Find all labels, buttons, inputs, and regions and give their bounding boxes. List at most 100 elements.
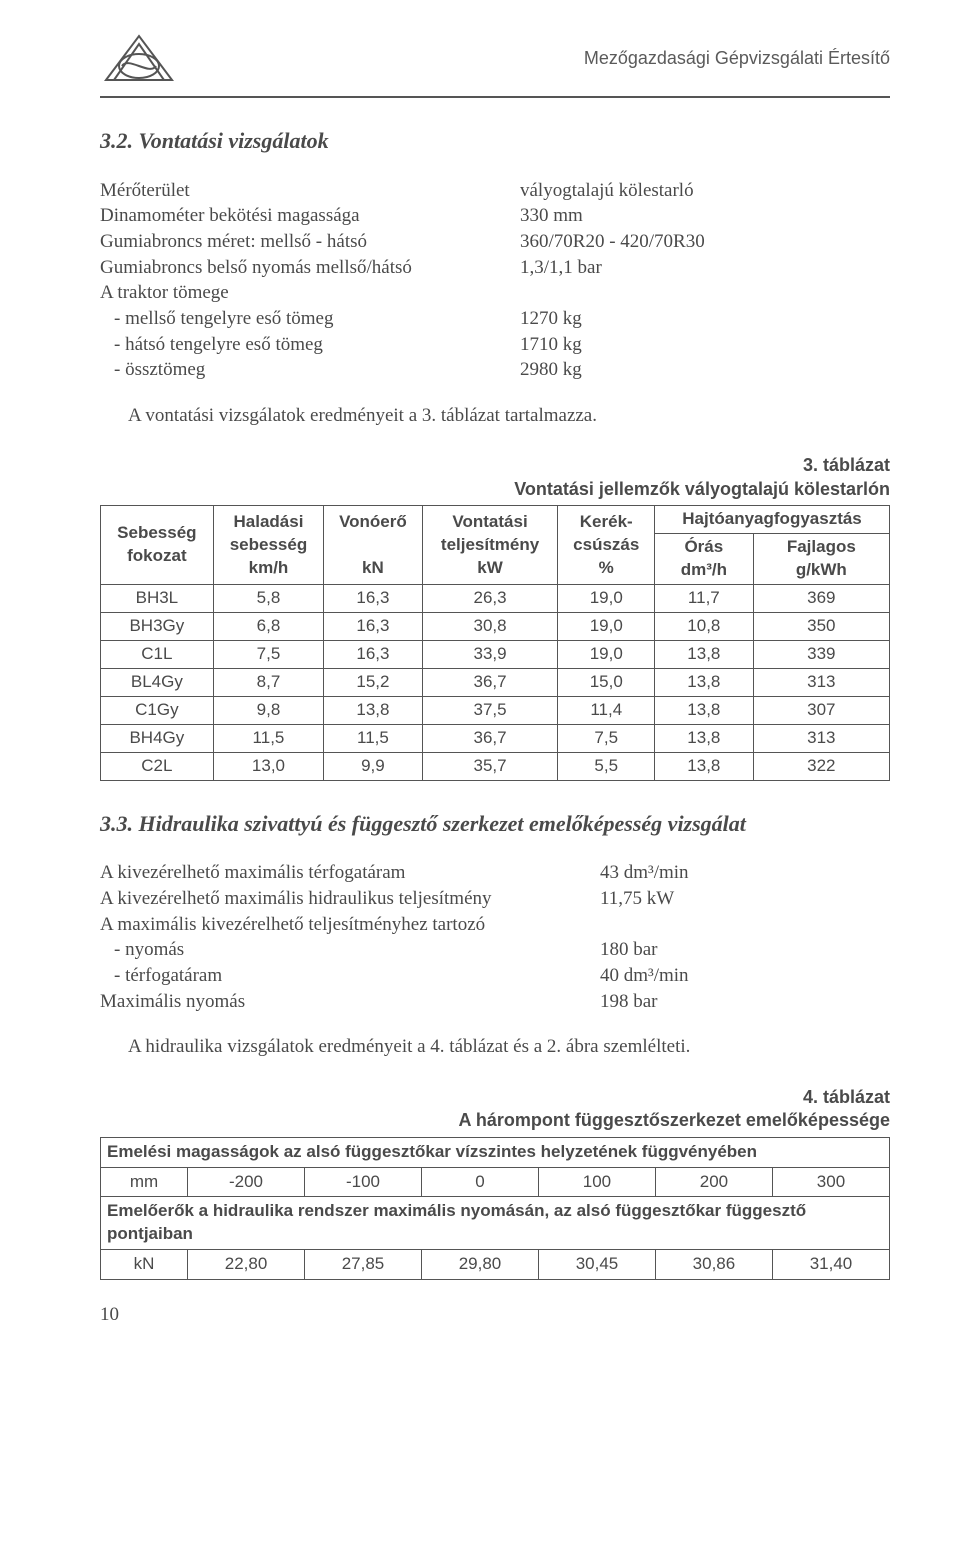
table-row: BH3Gy6,816,330,819,010,8350 [101, 612, 890, 640]
table-cell: 36,7 [422, 724, 558, 752]
table4-caption: 4. táblázat A hárompont függesztőszerkez… [100, 1086, 890, 1133]
kv-label: Gumiabroncs belső nyomás mellső/hátsó [100, 255, 520, 281]
table-cell: 13,8 [324, 696, 422, 724]
table-row: C1L7,516,333,919,013,8339 [101, 640, 890, 668]
table-cell: 11,4 [558, 696, 655, 724]
table-cell: 5,5 [558, 752, 655, 780]
kv-label: - nyomás [100, 937, 600, 963]
table-cell: 31,40 [772, 1250, 889, 1280]
table-cell: -200 [188, 1167, 305, 1197]
table-cell: 11,5 [324, 724, 422, 752]
table-cell: 16,3 [324, 612, 422, 640]
table-cell: C2L [101, 752, 214, 780]
table-cell: 19,0 [558, 585, 655, 613]
kv-row: A kivezérelhető maximális hidraulikus te… [100, 886, 890, 912]
table-cell: mm [101, 1167, 188, 1197]
table-row: BL4Gy8,715,236,715,013,8313 [101, 668, 890, 696]
kv-label: - térfogatáram [100, 963, 600, 989]
kv-label: Mérőterület [100, 178, 520, 204]
kv-value: vályogtalajú kölestarló [520, 178, 694, 204]
table-cell: 13,8 [655, 640, 754, 668]
kv-row: Maximális nyomás198 bar [100, 989, 890, 1015]
table-row: C2L13,09,935,75,513,8322 [101, 752, 890, 780]
table3-caption-title: Vontatási jellemzők vályogtalajú kölesta… [514, 479, 890, 499]
table-cell: BH3L [101, 585, 214, 613]
kv-label: A kivezérelhető maximális térfogatáram [100, 860, 600, 886]
kv-row: A maximális kivezérelhető teljesítményhe… [100, 912, 890, 938]
kv-row: Gumiabroncs méret: mellső - hátsó360/70R… [100, 229, 890, 255]
kv-label: - össztömeg [100, 357, 520, 383]
table-cell: 9,8 [213, 696, 323, 724]
table4-caption-title: A hárompont függesztőszerkezet emelőképe… [459, 1110, 890, 1130]
table-section-label: Emelőerők a hidraulika rendszer maximáli… [101, 1197, 890, 1250]
table-cell: 30,45 [538, 1250, 655, 1280]
kv-label: A kivezérelhető maximális hidraulikus te… [100, 886, 600, 912]
kv-label: Gumiabroncs méret: mellső - hátsó [100, 229, 520, 255]
table3-caption: 3. táblázat Vontatási jellemzők vályogta… [100, 454, 890, 501]
kv-value: 43 dm³/min [600, 860, 689, 886]
kv-row: A kivezérelhető maximális térfogatáram43… [100, 860, 890, 886]
table-cell: 200 [655, 1167, 772, 1197]
table-cell: 10,8 [655, 612, 754, 640]
kv-label: A maximális kivezérelhető teljesítményhe… [100, 912, 600, 938]
kv-row: Gumiabroncs belső nyomás mellső/hátsó1,3… [100, 255, 890, 281]
table-cell: 322 [753, 752, 889, 780]
table-header: Kerék-csúszás% [558, 506, 655, 585]
table-cell: 8,7 [213, 668, 323, 696]
table-cell: 339 [753, 640, 889, 668]
kv-label: - hátsó tengelyre eső tömeg [100, 332, 520, 358]
table-cell: 30,8 [422, 612, 558, 640]
kv-value: 1,3/1,1 bar [520, 255, 602, 281]
table-header: VonóerőkN [324, 506, 422, 585]
table-cell: 307 [753, 696, 889, 724]
kv-label: - mellső tengelyre eső tömeg [100, 306, 520, 332]
table-cell: 9,9 [324, 752, 422, 780]
section-33-kv: A kivezérelhető maximális térfogatáram43… [100, 860, 890, 1014]
table-header: VontatásiteljesítménykW [422, 506, 558, 585]
table-cell: -100 [305, 1167, 422, 1197]
kv-row: - hátsó tengelyre eső tömeg1710 kg [100, 332, 890, 358]
kv-row: Mérőterületvályogtalajú kölestarló [100, 178, 890, 204]
table-cell: C1L [101, 640, 214, 668]
table-cell: 22,80 [188, 1250, 305, 1280]
kv-value: 1710 kg [520, 332, 582, 358]
section-33-title: 3.3. Hidraulika szivattyú és függesztő s… [100, 809, 890, 839]
table-cell: 19,0 [558, 640, 655, 668]
header-right-text: Mezőgazdasági Gépvizsgálati Értesítő [584, 46, 890, 70]
kv-value: 40 dm³/min [600, 963, 689, 989]
kv-row: - mellső tengelyre eső tömeg1270 kg [100, 306, 890, 332]
header-rule [100, 96, 890, 98]
table-cell: 16,3 [324, 640, 422, 668]
table-cell: 5,8 [213, 585, 323, 613]
table-cell: BH4Gy [101, 724, 214, 752]
kv-value: 198 bar [600, 989, 658, 1015]
kv-row: - térfogatáram40 dm³/min [100, 963, 890, 989]
table-row: C1Gy9,813,837,511,413,8307 [101, 696, 890, 724]
kv-row: Dinamométer bekötési magassága330 mm [100, 203, 890, 229]
table-cell: 13,8 [655, 752, 754, 780]
table-cell: 313 [753, 724, 889, 752]
table-cell: 30,86 [655, 1250, 772, 1280]
section-33-para: A hidraulika vizsgálatok eredményeit a 4… [100, 1034, 890, 1060]
page-header: Mezőgazdasági Gépvizsgálati Értesítő [100, 30, 890, 86]
table-cell: 37,5 [422, 696, 558, 724]
kv-value: 360/70R20 - 420/70R30 [520, 229, 705, 255]
table-cell: 6,8 [213, 612, 323, 640]
table-row: BH3L5,816,326,319,011,7369 [101, 585, 890, 613]
table-cell: 100 [538, 1167, 655, 1197]
kv-label: Maximális nyomás [100, 989, 600, 1015]
table-cell: 15,0 [558, 668, 655, 696]
kv-label: Dinamométer bekötési magassága [100, 203, 520, 229]
table4: Emelési magasságok az alsó függesztőkar … [100, 1137, 890, 1281]
table-cell: 26,3 [422, 585, 558, 613]
logo-icon [100, 30, 178, 86]
kv-value: 330 mm [520, 203, 583, 229]
kv-value: 11,75 kW [600, 886, 674, 912]
table-cell: 27,85 [305, 1250, 422, 1280]
kv-value: 2980 kg [520, 357, 582, 383]
table-cell: 7,5 [213, 640, 323, 668]
table-cell: C1Gy [101, 696, 214, 724]
section-32-para: A vontatási vizsgálatok eredményeit a 3.… [100, 403, 890, 429]
table-row: kN22,8027,8529,8030,4530,8631,40 [101, 1250, 890, 1280]
kv-row: - össztömeg2980 kg [100, 357, 890, 383]
